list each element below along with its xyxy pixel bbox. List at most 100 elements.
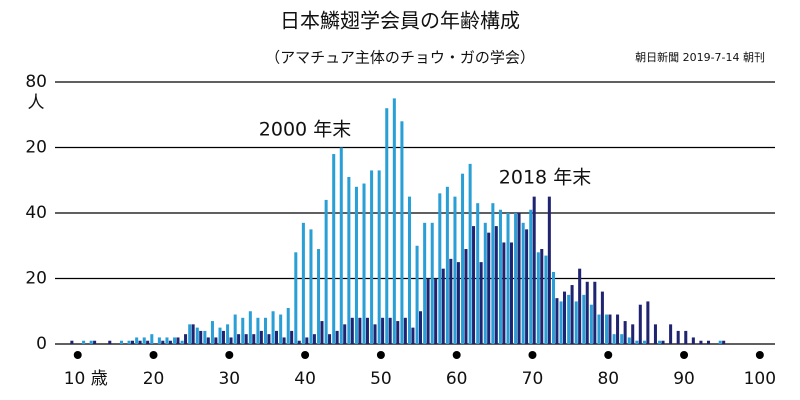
bar <box>127 340 131 344</box>
bar <box>623 321 627 344</box>
bar <box>468 163 472 344</box>
bar <box>339 147 343 344</box>
bar <box>332 154 336 344</box>
bar <box>226 324 230 344</box>
bar <box>241 317 245 344</box>
bar <box>699 340 703 344</box>
y-tick-label: 20 <box>25 138 47 158</box>
bar <box>400 121 404 344</box>
bar <box>279 314 283 344</box>
bar <box>620 334 624 344</box>
bar <box>684 330 688 344</box>
x-tick-dot <box>680 351 689 359</box>
bar <box>347 176 351 344</box>
bar <box>540 249 544 344</box>
x-tick-label: 80 <box>597 369 619 389</box>
bar <box>608 314 612 344</box>
bar <box>385 108 389 344</box>
bar <box>509 242 513 344</box>
bar <box>498 209 502 344</box>
bar <box>483 222 487 344</box>
bar <box>551 271 556 344</box>
bar <box>597 314 601 344</box>
bar <box>176 337 180 344</box>
bar <box>138 340 142 344</box>
bar <box>301 222 305 344</box>
x-tick-label: 10 歳 <box>64 369 108 389</box>
bar <box>676 330 680 344</box>
y-tick-label: 40 <box>25 203 47 223</box>
bar <box>403 317 407 344</box>
bar <box>214 337 218 344</box>
bar <box>600 291 604 344</box>
bar <box>267 334 271 344</box>
bar <box>562 291 567 344</box>
bar <box>130 340 135 344</box>
bar <box>453 196 457 344</box>
bar <box>544 255 548 344</box>
bar <box>312 334 316 344</box>
x-tick-dot <box>376 351 385 359</box>
bar <box>195 327 199 344</box>
x-tick-label: 40 <box>294 369 316 389</box>
bar <box>658 340 662 344</box>
bar <box>722 340 726 344</box>
bar <box>354 186 358 344</box>
bar <box>165 337 169 344</box>
bar <box>362 183 366 344</box>
bar <box>188 324 192 344</box>
bar <box>309 229 313 344</box>
bar <box>173 337 177 344</box>
bar <box>343 324 347 344</box>
bar <box>612 334 616 344</box>
bar <box>441 268 445 344</box>
bar <box>718 340 722 344</box>
bar <box>407 196 412 344</box>
bar <box>691 337 695 344</box>
annotation: 2000 年末 <box>259 119 351 141</box>
bar <box>525 229 529 344</box>
bar <box>411 327 415 344</box>
bar <box>547 196 551 344</box>
bar <box>244 334 248 344</box>
bar <box>150 334 154 344</box>
bar <box>294 252 298 344</box>
x-tick-label: 50 <box>370 369 392 389</box>
bar <box>464 249 468 344</box>
bar <box>487 232 491 344</box>
x-tick-dot <box>604 351 613 359</box>
annotation: 2018 年末 <box>499 167 591 189</box>
bar <box>430 222 434 344</box>
bar <box>206 337 210 344</box>
bar <box>517 213 521 344</box>
bar <box>263 317 268 344</box>
bar <box>415 245 419 344</box>
bar <box>661 340 665 344</box>
x-tick-dot <box>755 351 764 359</box>
bar <box>381 317 385 344</box>
bar <box>491 203 495 344</box>
bar <box>168 340 172 344</box>
bar <box>418 311 423 344</box>
bar <box>203 330 207 344</box>
bar <box>392 98 396 344</box>
bar <box>642 340 646 344</box>
bar <box>461 173 465 344</box>
bar <box>218 327 222 344</box>
bar <box>502 242 506 344</box>
bar <box>559 301 563 344</box>
bar <box>635 340 639 344</box>
bar <box>146 340 150 344</box>
bar <box>445 186 449 344</box>
bar <box>646 301 650 344</box>
bar <box>82 340 86 344</box>
bar <box>274 330 279 344</box>
bar <box>449 258 453 344</box>
bar <box>567 294 571 344</box>
bar <box>271 311 275 344</box>
bar <box>248 311 252 344</box>
y-tick-label: 0 <box>36 334 47 354</box>
bar <box>157 337 161 344</box>
bar <box>184 334 188 344</box>
